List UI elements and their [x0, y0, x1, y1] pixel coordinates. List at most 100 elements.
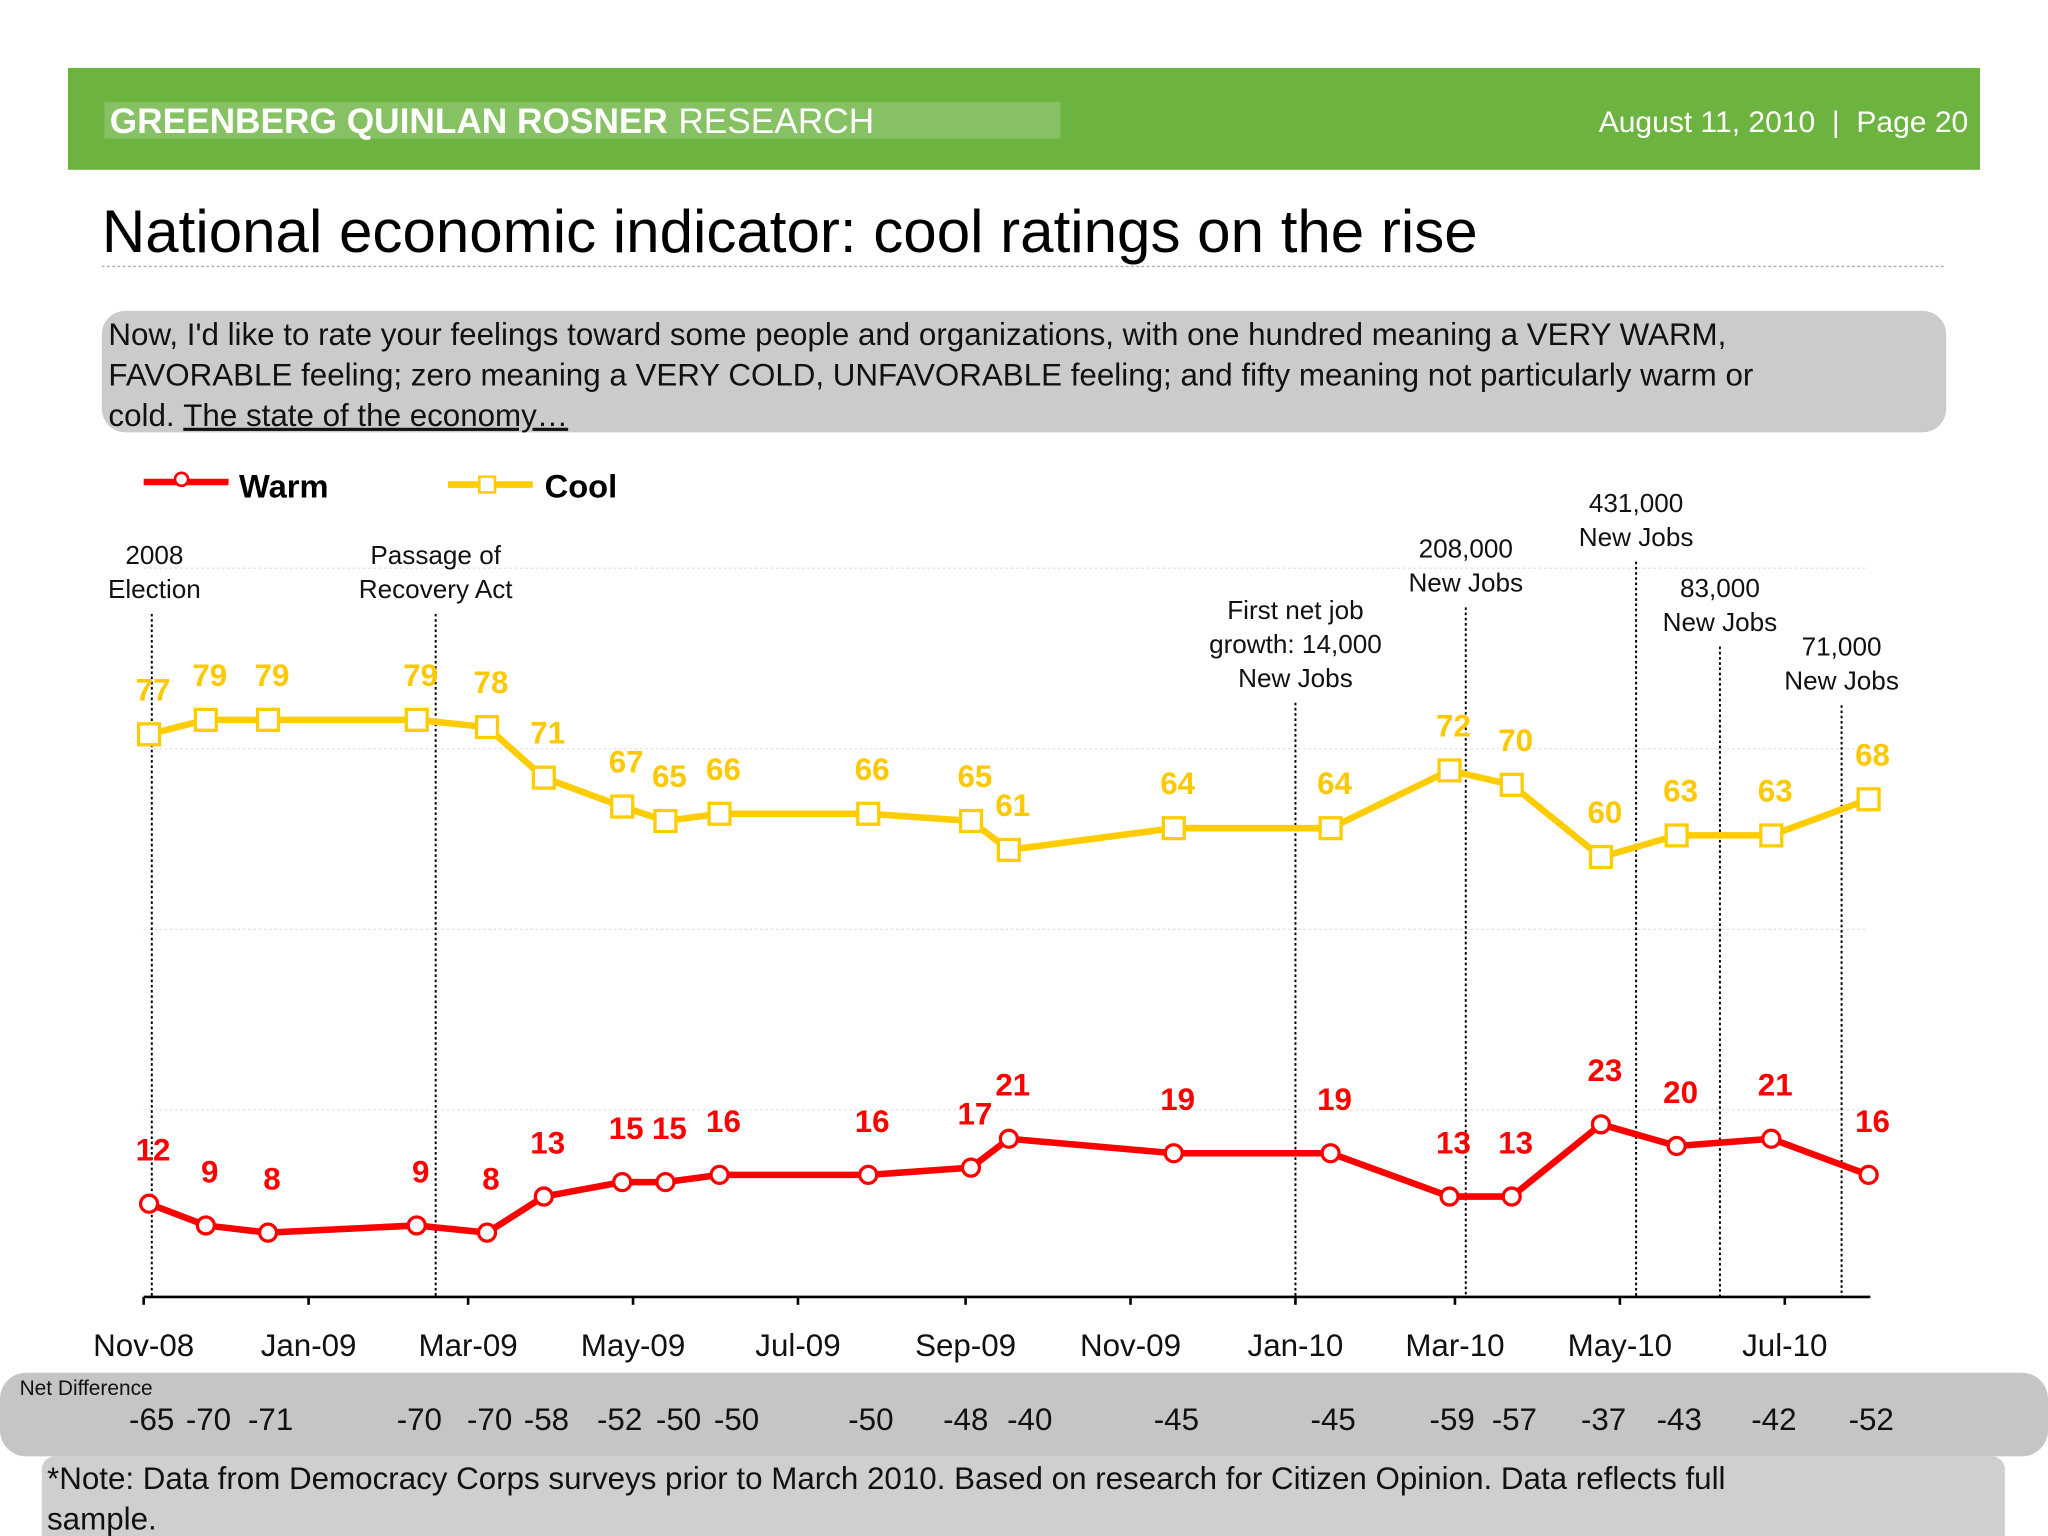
cool-point — [531, 765, 556, 790]
note-box — [41, 1456, 2005, 1536]
net-difference-value: -50 — [714, 1402, 759, 1437]
net-difference-value: -42 — [1751, 1402, 1796, 1437]
warm-point — [960, 1157, 982, 1178]
warm-point — [406, 1215, 427, 1236]
event-annotation: New Jobs — [1784, 666, 1899, 696]
event-annotation: 208,000 — [1419, 534, 1513, 564]
legend-warm-label: Warm — [239, 468, 328, 505]
net-difference-value: -37 — [1581, 1402, 1626, 1437]
date-page: August 11, 2010 | Page 20 — [1599, 106, 1969, 139]
net-difference-value: -40 — [1007, 1402, 1052, 1437]
data-label: 63 — [1758, 773, 1793, 808]
cool-point — [1318, 816, 1343, 841]
net-difference-value: -50 — [656, 1402, 701, 1437]
data-label: 79 — [403, 658, 438, 693]
data-label: 16 — [1855, 1104, 1890, 1139]
data-label: 15 — [609, 1111, 644, 1146]
data-label: 77 — [136, 672, 171, 707]
question-line-1: Now, I'd like to rate your feelings towa… — [108, 317, 1726, 352]
warm-point — [195, 1215, 216, 1236]
cool-point — [958, 808, 984, 834]
net-difference-value: -52 — [1849, 1402, 1894, 1437]
event-annotation: 431,000 — [1589, 488, 1683, 518]
warm-point — [1439, 1186, 1460, 1207]
x-tick-label: Jul-09 — [755, 1328, 840, 1363]
net-difference-value: -71 — [248, 1402, 293, 1437]
data-label: 65 — [957, 759, 992, 794]
plot-area: Nov-08 Jan-09 Mar-09 May-09 Jul-09 Sep-09 Nov-… — [93, 488, 1899, 1363]
x-tick-label: Nov-09 — [1080, 1328, 1181, 1363]
data-label: 15 — [652, 1111, 687, 1146]
x-tick-label: Jan-09 — [261, 1328, 357, 1363]
cool-point — [1437, 758, 1462, 783]
cool-point — [610, 794, 635, 819]
data-label: 13 — [530, 1125, 565, 1160]
question-box — [101, 310, 1947, 433]
data-label: 23 — [1587, 1053, 1622, 1088]
data-label: 61 — [995, 788, 1030, 823]
data-label: 16 — [855, 1104, 890, 1139]
net-difference-value: -65 — [129, 1402, 174, 1437]
warm-point — [1666, 1135, 1687, 1157]
warm-point — [858, 1164, 879, 1186]
warm-point — [1761, 1128, 1782, 1149]
event-annotation: New Jobs — [1238, 663, 1353, 693]
event-annotation: Election — [108, 574, 201, 604]
cool-point — [1588, 844, 1614, 870]
brand-logo: GREENBERG QUINLAN ROSNER RESEARCH — [110, 102, 874, 141]
event-annotation: Passage of — [370, 540, 501, 570]
data-label: 71 — [530, 716, 565, 751]
data-label: 12 — [136, 1133, 171, 1168]
x-tick-label: Nov-08 — [93, 1328, 194, 1363]
x-tick-label: Mar-09 — [418, 1328, 517, 1363]
net-difference-values: -65 -70 -71 -70 -70 -58 -52 -50 -50 -50 -48 -40 -45 -… — [129, 1402, 1894, 1437]
x-tick-label: Jan-10 — [1248, 1328, 1344, 1363]
cool-point — [1759, 823, 1784, 848]
legend-cool-label: Cool — [545, 468, 618, 505]
warm-point — [612, 1171, 633, 1193]
data-label: 13 — [1436, 1125, 1471, 1160]
data-label: 78 — [474, 665, 509, 700]
legend-cool-marker — [478, 475, 497, 494]
data-label: 79 — [255, 658, 290, 693]
data-label: 70 — [1498, 723, 1533, 758]
data-label: 79 — [192, 658, 227, 693]
event-annotation: New Jobs — [1663, 607, 1778, 637]
x-tick-label: Sep-09 — [915, 1328, 1016, 1363]
event-annotation: New Jobs — [1408, 568, 1523, 598]
net-difference-value: -70 — [186, 1402, 231, 1437]
note-line-2: sample. — [47, 1501, 157, 1536]
net-difference-value: -48 — [943, 1402, 988, 1437]
cool-point — [1161, 816, 1186, 841]
data-label: 19 — [1160, 1082, 1195, 1117]
data-label: 21 — [995, 1068, 1030, 1103]
warm-point — [655, 1171, 676, 1193]
data-label: 9 — [201, 1154, 218, 1189]
event-annotation: New Jobs — [1579, 522, 1694, 552]
series-line-warm — [147, 1121, 1870, 1236]
data-label: 65 — [652, 759, 687, 794]
event-annotation: 2008 — [125, 540, 183, 570]
data-label: 20 — [1663, 1075, 1698, 1110]
x-tick-label: May-09 — [581, 1328, 685, 1363]
data-label: 9 — [412, 1154, 429, 1189]
data-label: 8 — [263, 1162, 280, 1197]
data-label: 72 — [1436, 708, 1471, 743]
net-difference-bar — [0, 1372, 2048, 1457]
cool-point — [404, 707, 429, 732]
cool-point — [474, 714, 500, 740]
net-difference-value: -70 — [467, 1402, 512, 1437]
x-tick-label: Mar-10 — [1405, 1328, 1504, 1363]
net-difference-value: -45 — [1311, 1402, 1356, 1437]
cool-point — [707, 801, 732, 826]
cool-point — [856, 801, 881, 826]
cool-point — [1856, 787, 1881, 812]
cool-point — [996, 837, 1021, 862]
data-label: 64 — [1160, 766, 1195, 801]
data-label: 19 — [1317, 1082, 1352, 1117]
x-tick-label: May-10 — [1568, 1328, 1672, 1363]
net-difference-value: -50 — [848, 1402, 893, 1437]
net-difference-value: -57 — [1492, 1402, 1537, 1437]
net-difference-value: -58 — [524, 1402, 569, 1437]
